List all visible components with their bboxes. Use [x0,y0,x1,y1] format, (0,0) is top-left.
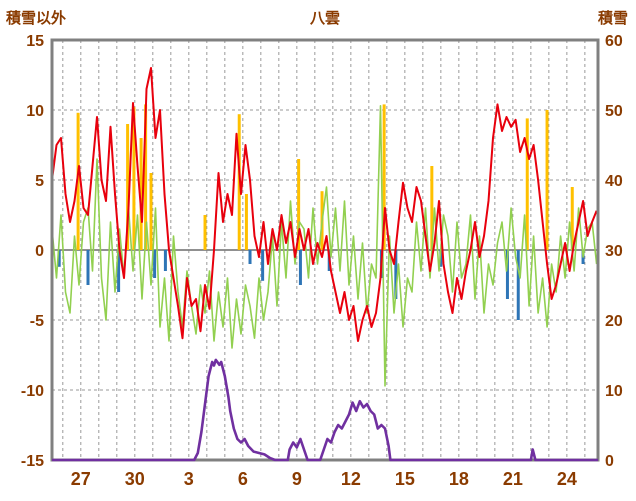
x-tick-label: 15 [395,469,415,489]
x-tick-label: 21 [503,469,523,489]
blue-bar [394,250,398,299]
y-left-tick-label: 10 [26,103,44,120]
y-left-tick-label: 0 [35,243,44,260]
y-right-tick-label: 10 [605,383,623,400]
x-tick-label: 3 [184,469,194,489]
blue-bar [153,250,157,278]
green-line-left-axis [51,105,598,387]
yellow-bar [149,173,153,250]
red-line-left-axis [51,67,598,342]
x-tick-label: 27 [71,469,91,489]
yellow-bar [132,107,136,250]
yellow-bar [76,112,80,250]
blue-bar [248,250,252,264]
x-tick-label: 12 [341,469,361,489]
blue-bar [439,250,443,267]
y-left-tick-label: -15 [21,453,44,470]
blue-bar [261,250,265,281]
blue-bar [298,250,302,285]
right-axis-title: 積雪 [597,10,628,27]
yellow-bar [139,138,143,250]
x-axis-tick-labels: 27 30 3 6 9 12 15 18 21 24 [71,469,577,489]
y-right-tick-label: 60 [605,33,623,50]
y-right-tick-label: 30 [605,243,623,260]
chart-title: 八雲 [309,10,341,27]
y-right-tick-label: 40 [605,173,623,190]
blue-bar [117,250,121,292]
purple-snow-depth-right-axis [52,358,598,462]
yellow-bar [126,124,130,250]
y-left-tick-label: 15 [26,33,44,50]
yellow-bar [203,215,207,250]
left-axis-title: 積雪以外 [6,10,67,27]
yellow-bar [545,110,549,250]
yellow-bars-left-axis [76,104,574,251]
x-tick-label: 6 [238,469,248,489]
x-tick-label: 24 [557,469,577,489]
y-left-tick-label: -10 [21,383,44,400]
yellow-bar [430,166,434,250]
x-tick-label: 9 [292,469,302,489]
blue-bar [57,250,61,267]
blue-bar [505,250,509,299]
blue-bar [516,250,520,320]
yellow-bar [297,159,301,250]
blue-bar [163,250,167,271]
y-left-tick-label: -5 [30,313,44,330]
blue-bar [86,250,90,285]
left-axis-tick-labels: 15 10 5 0 -5 -10 -15 [21,33,44,470]
yellow-bar [244,194,248,250]
yellow-bar [382,104,386,251]
right-axis-tick-labels: 60 50 40 30 20 10 0 [605,33,623,470]
yellow-bar [525,118,529,251]
y-right-tick-label: 50 [605,103,623,120]
plot-frame [50,38,600,462]
y-right-tick-label: 20 [605,313,623,330]
x-tick-label: 18 [449,469,469,489]
y-left-tick-label: 5 [35,173,44,190]
x-tick-label: 30 [125,469,145,489]
yellow-bar [570,187,574,250]
yellow-bar [144,104,148,251]
y-right-tick-label: 0 [605,453,614,470]
